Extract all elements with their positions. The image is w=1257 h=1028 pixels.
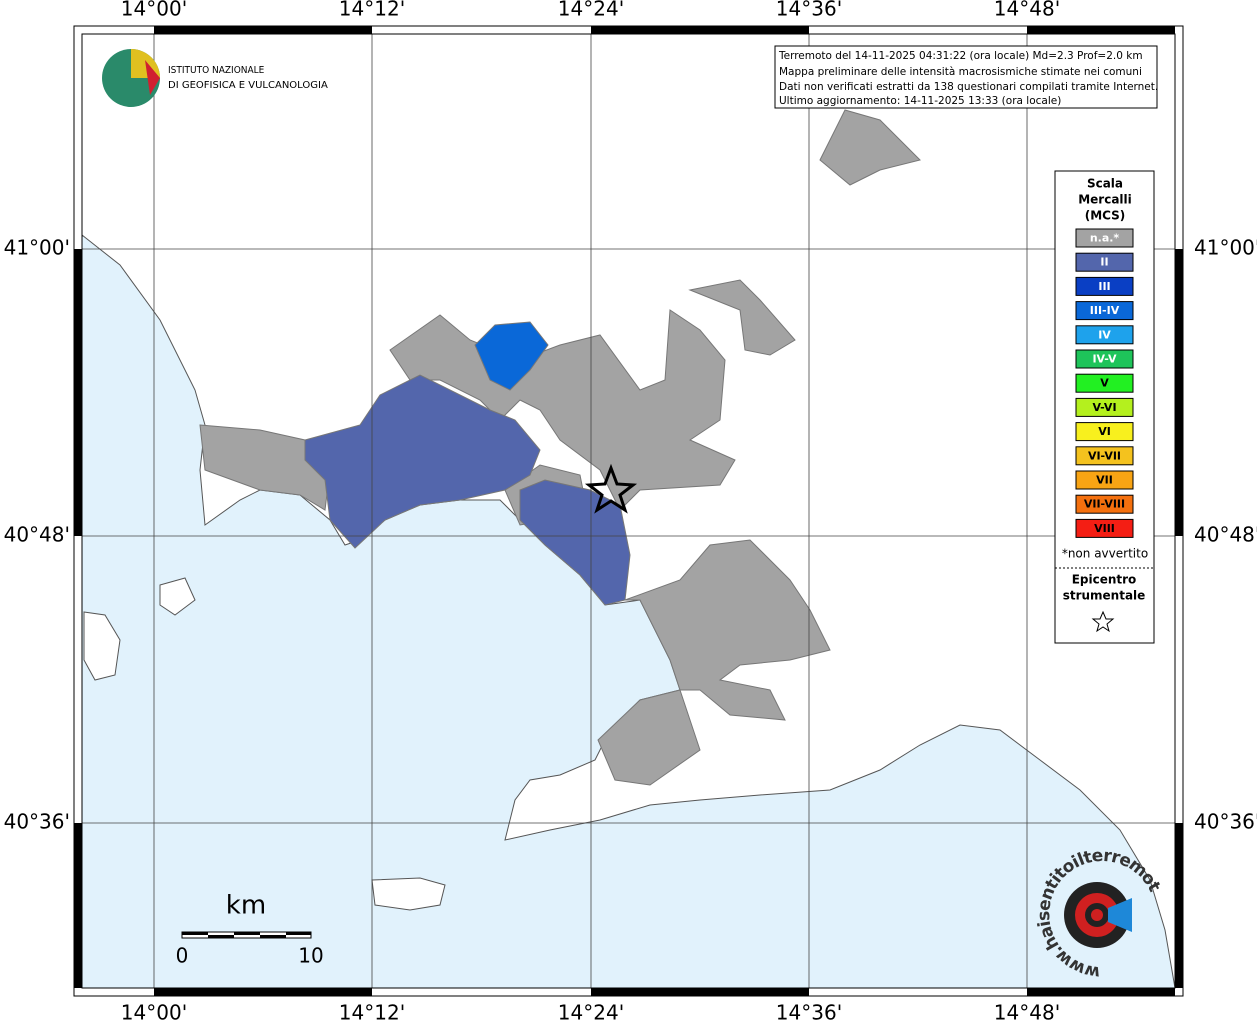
map-body xyxy=(73,25,1184,997)
legend-swatch xyxy=(1075,276,1134,296)
axis-labels: 14°00' 14°12' 14°24' 14°36' 14°48' 14°00… xyxy=(4,0,1257,1025)
region xyxy=(519,479,631,606)
lon-label: 14°36' xyxy=(776,1001,842,1025)
legend: Scala Mercalli (MCS) *non avvertito Epic… xyxy=(1054,170,1155,644)
lon-label: 14°12' xyxy=(339,0,405,21)
legend-label: III xyxy=(1098,280,1110,293)
epicenter-title: Epicentro xyxy=(1072,573,1137,587)
legend-label: IV xyxy=(1098,328,1111,341)
legend-swatch xyxy=(1075,470,1134,490)
scale-unit: km xyxy=(226,891,266,921)
legend-swatch xyxy=(1075,397,1134,417)
frame xyxy=(73,25,1184,997)
grid xyxy=(82,34,1175,988)
legend-label: n.a.* xyxy=(1090,232,1120,245)
lon-label: 14°00' xyxy=(121,0,187,21)
scale-label: 0 xyxy=(176,944,189,968)
legend-label: VII xyxy=(1096,474,1113,487)
island-capri xyxy=(371,877,446,911)
lat-label: 41°00' xyxy=(1194,236,1257,260)
lat-label: 40°36' xyxy=(1194,810,1257,834)
legend-label: VIII xyxy=(1094,522,1115,535)
legend-label: VI xyxy=(1098,425,1111,438)
regions xyxy=(199,109,921,786)
lon-label: 14°24' xyxy=(558,0,624,21)
info-box: Terremoto del 14-11-2025 04:31:22 (ora l… xyxy=(774,45,1158,109)
legend-swatch xyxy=(1075,446,1134,466)
region xyxy=(199,424,331,511)
region xyxy=(688,279,796,356)
lon-label: 14°12' xyxy=(339,1001,405,1025)
lon-label: 14°48' xyxy=(994,0,1060,21)
legend-swatch xyxy=(1075,325,1134,345)
lon-label: 14°24' xyxy=(558,1001,624,1025)
epicenter-title: strumentale xyxy=(1063,589,1146,603)
lon-label: 14°48' xyxy=(994,1001,1060,1025)
logo-text: DI GEOFISICA E VULCANOLOGIA xyxy=(168,80,328,91)
island-ischia xyxy=(83,611,121,681)
lon-label: 14°36' xyxy=(776,0,842,21)
scale-bar: km 0 10 xyxy=(176,891,324,968)
legend-swatch xyxy=(1075,301,1134,321)
legend-label: III-IV xyxy=(1090,304,1120,317)
frame-inner xyxy=(81,33,1176,989)
ingv-logo: ISTITUTO NAZIONALE DI GEOFISICA E VULCAN… xyxy=(102,49,328,107)
legend-star xyxy=(1091,610,1115,633)
legend-note: *non avvertito xyxy=(1062,547,1148,561)
legend-swatch xyxy=(1075,422,1134,442)
legend-label: IV-V xyxy=(1092,353,1117,366)
legend-swatch xyxy=(1075,518,1134,538)
frame-bands xyxy=(74,26,1183,996)
legend-label: V-VI xyxy=(1092,401,1116,414)
scale-label: 10 xyxy=(298,944,323,968)
legend-swatch xyxy=(1075,494,1134,514)
legend-swatch xyxy=(1075,228,1134,248)
legend-swatch xyxy=(1075,349,1134,369)
island-procida xyxy=(159,577,196,616)
info-line: Mappa preliminare delle intensità macros… xyxy=(779,66,1142,78)
legend-swatch xyxy=(1075,252,1134,272)
lat-label: 40°48' xyxy=(4,523,70,547)
legend-label: VI-VII xyxy=(1088,449,1121,462)
legend-swatch xyxy=(1075,373,1134,393)
info-line: Dati non verificati estratti da 138 ques… xyxy=(779,81,1158,93)
info-line: Ultimo aggiornamento: 14-11-2025 13:33 (… xyxy=(779,95,1061,107)
epicenter xyxy=(584,463,638,514)
lat-label: 40°48' xyxy=(1194,523,1257,547)
lat-label: 40°36' xyxy=(4,810,70,834)
region xyxy=(597,539,831,786)
lat-label: 41°00' xyxy=(4,236,70,260)
lon-label: 14°00' xyxy=(121,1001,187,1025)
region xyxy=(819,109,921,186)
legend-label: V xyxy=(1100,377,1109,390)
legend-title: (MCS) xyxy=(1085,209,1126,223)
legend-label: II xyxy=(1100,256,1108,269)
legend-title: Mercalli xyxy=(1078,193,1132,207)
legend-label: VII-VIII xyxy=(1084,498,1125,511)
legend-title: Scala xyxy=(1087,177,1123,191)
region xyxy=(304,374,541,549)
info-line: Terremoto del 14-11-2025 04:31:22 (ora l… xyxy=(778,50,1143,62)
region xyxy=(474,321,549,391)
logo-text: ISTITUTO NAZIONALE xyxy=(168,65,265,76)
